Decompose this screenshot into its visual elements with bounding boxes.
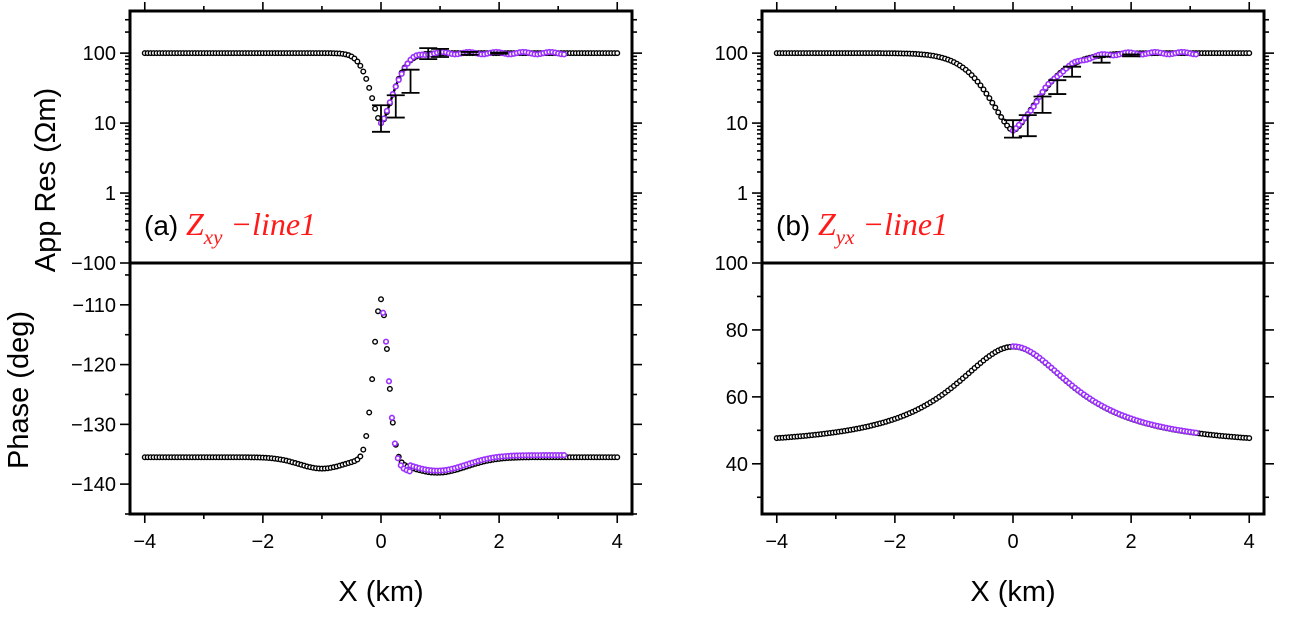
model-point-rho	[989, 99, 996, 106]
model-point-rho	[357, 62, 364, 69]
phase-tick-label: 40	[726, 454, 748, 476]
x-tick-label: −4	[133, 531, 156, 553]
panel-a: −4 −2 0 2 4 100 10 1 −100 −110 −120 −130 −140 (a) Zxy…	[71, 2, 642, 553]
data-point-rho	[386, 99, 393, 106]
bottom-plot-frame	[760, 261, 1266, 516]
x-tick-label: 4	[1244, 531, 1255, 553]
model-point-phase	[369, 376, 376, 383]
data-point-rho	[404, 60, 411, 67]
x-tick-label: 2	[1126, 531, 1137, 553]
data-point-rho	[392, 83, 399, 90]
model-point-rho	[983, 90, 990, 97]
data-point-phase	[385, 378, 393, 385]
x-tick-label: 2	[494, 531, 505, 553]
x-tick-label: −4	[765, 531, 788, 553]
model-point-rho	[366, 84, 373, 91]
phase-tick-label: −140	[71, 474, 116, 496]
x-tick-label: −2	[251, 531, 274, 553]
model-point-phase	[375, 308, 382, 315]
model-point-rho	[986, 95, 993, 102]
impedance-symbol: Z	[186, 206, 205, 242]
model-point-phase	[1246, 435, 1253, 442]
y-axis-title-app-res: App Res (Ωm)	[30, 88, 62, 272]
model-point-phase	[389, 419, 396, 426]
model-point-phase	[366, 409, 373, 416]
model-point-rho	[995, 109, 1002, 116]
model-point-rho	[372, 105, 379, 112]
data-point-phase	[560, 452, 568, 459]
impedance-symbol: Z	[818, 206, 837, 242]
data-point-phase	[391, 440, 398, 447]
model-point-phase	[357, 453, 364, 460]
y-tick-label: 1	[105, 183, 116, 205]
y-tick-label: 10	[726, 113, 748, 135]
phase-tick-label: 80	[726, 320, 748, 342]
model-point-rho	[992, 104, 999, 111]
x-tick-label: 0	[1007, 531, 1018, 553]
data-point-rho	[1030, 103, 1037, 110]
y-tick-label: 10	[94, 113, 116, 135]
x-axis-title-a: X (km)	[338, 576, 423, 608]
data-point-rho	[383, 107, 391, 114]
panel-letter: (a)	[144, 210, 186, 241]
model-point-rho	[354, 58, 361, 65]
y-tick-label: 1	[737, 183, 748, 205]
line-name: −line1	[862, 206, 948, 242]
y-tick-label: 100	[715, 253, 748, 275]
line-name: −line1	[230, 206, 316, 242]
data-point-rho	[1039, 88, 1046, 96]
model-point-phase	[378, 296, 385, 303]
panel-b: −4 −2 0 2 4 100 10 1 100 80 60 40 (b) Zyx −line1	[715, 2, 1274, 553]
y-tick-label: 100	[83, 43, 116, 65]
model-point-phase	[386, 385, 393, 392]
data-point-phase	[394, 455, 401, 462]
panel-label: (b) Zyx −line1	[776, 206, 948, 249]
data-point-phase	[379, 309, 387, 316]
model-point-rho	[360, 68, 367, 75]
data-point-rho	[1033, 98, 1040, 105]
x-tick-label: −2	[883, 531, 906, 553]
y-tick-label: 100	[715, 43, 748, 65]
model-point-rho	[369, 95, 376, 102]
phase-tick-label: −130	[71, 414, 116, 436]
impedance-subscript: xy	[203, 225, 223, 249]
model-point-rho	[977, 82, 984, 89]
y-tick-label: −100	[71, 253, 116, 275]
model-point-phase	[360, 446, 367, 453]
model-point-phase	[372, 338, 379, 345]
model-point-rho	[614, 50, 621, 57]
phase-tick-label: −110	[72, 295, 116, 317]
model-point-rho	[980, 86, 987, 93]
impedance-subscript: yx	[834, 225, 855, 249]
phase-tick-label: 60	[726, 387, 748, 409]
data-point-phase	[388, 414, 396, 421]
model-point-phase	[363, 432, 370, 439]
panel-letter: (b)	[776, 210, 818, 241]
model-point-rho	[998, 114, 1005, 121]
data-point-rho	[380, 115, 388, 122]
model-point-rho	[1246, 50, 1253, 57]
x-axis-title-b: X (km)	[970, 576, 1055, 608]
model-point-rho	[375, 114, 382, 121]
y-axis-title-phase: Phase (deg)	[3, 311, 35, 469]
data-point-rho	[398, 70, 405, 77]
model-point-phase	[383, 345, 390, 352]
x-tick-label: 4	[612, 531, 623, 553]
data-point-rho	[560, 51, 568, 58]
data-point-phase	[1192, 429, 1200, 436]
data-point-phase	[406, 468, 413, 475]
data-point-rho	[395, 76, 402, 83]
panel-label: (a) Zxy −line1	[144, 206, 316, 249]
model-point-rho	[363, 75, 370, 82]
x-tick-label: 0	[375, 531, 386, 553]
data-point-rho	[1027, 107, 1034, 114]
model-point-phase	[614, 454, 621, 461]
model-point-rho	[974, 78, 981, 85]
phase-tick-label: −120	[71, 355, 116, 377]
data-point-rho	[1192, 51, 1200, 58]
data-point-phase	[382, 338, 390, 345]
